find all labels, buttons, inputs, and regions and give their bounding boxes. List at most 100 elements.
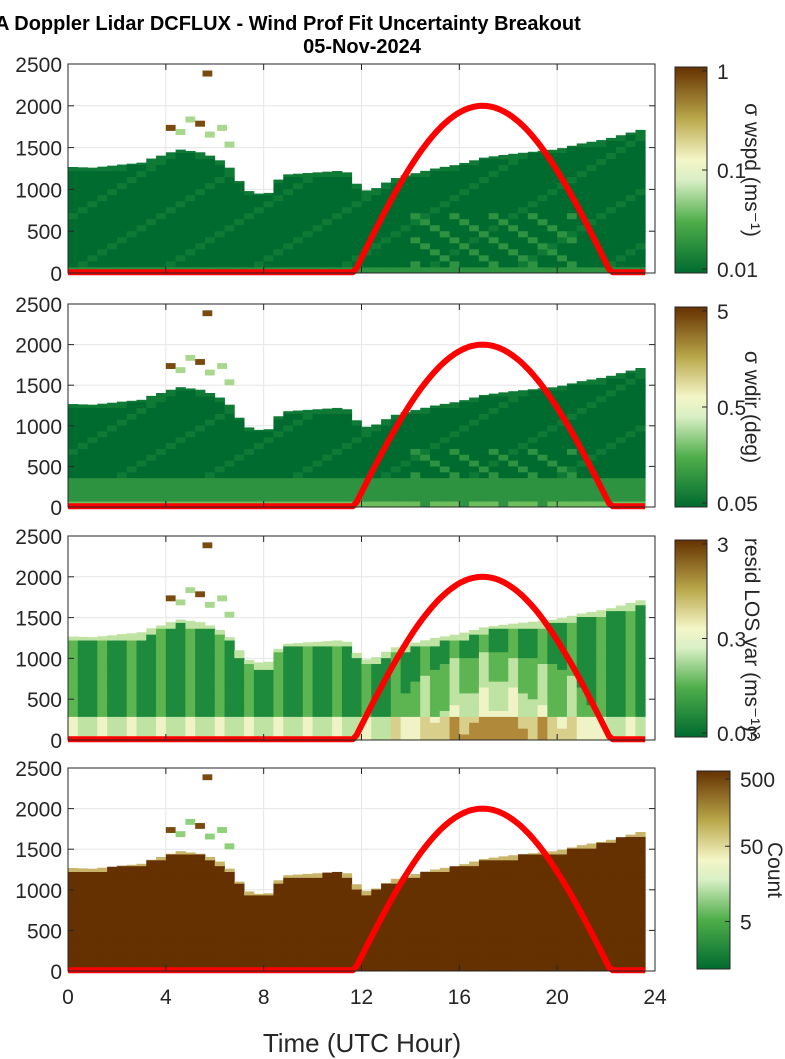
heatmap-cell xyxy=(547,675,558,682)
heatmap-cell xyxy=(322,236,333,244)
heatmap-cell xyxy=(596,842,607,849)
heatmap-cell xyxy=(214,651,225,659)
heatmap-cell xyxy=(165,448,177,455)
heatmap-cell xyxy=(204,687,216,694)
heatmap-cell xyxy=(204,158,216,166)
heatmap-cell xyxy=(439,941,450,949)
heatmap-cell xyxy=(87,889,98,896)
heatmap-cell xyxy=(332,176,343,184)
heatmap-cell xyxy=(469,471,480,479)
heatmap-cell xyxy=(156,900,167,908)
heatmap-cell xyxy=(557,460,568,467)
heatmap-cell xyxy=(293,442,304,449)
heatmap-cell xyxy=(459,242,470,250)
heatmap-cell xyxy=(537,230,548,238)
heatmap-cell xyxy=(625,669,636,676)
heatmap-cell xyxy=(204,401,216,409)
heatmap-cell xyxy=(390,906,402,913)
heatmap-cell xyxy=(136,681,147,688)
heatmap-cell xyxy=(146,254,157,262)
heatmap-cell xyxy=(165,401,177,409)
heatmap-cell xyxy=(488,894,499,902)
heatmap-cell xyxy=(244,427,255,432)
heatmap-cell xyxy=(449,471,460,479)
heatmap-cell xyxy=(156,865,167,873)
heatmap-cell xyxy=(371,657,382,659)
heatmap-cell xyxy=(175,900,186,908)
heatmap-cell xyxy=(312,409,323,414)
heatmap-cell xyxy=(537,401,548,409)
heatmap-cell xyxy=(615,158,627,166)
heatmap-cell xyxy=(518,681,529,688)
heatmap-cell xyxy=(449,728,460,735)
heatmap-cell xyxy=(68,728,79,735)
heatmap-cell xyxy=(478,877,490,884)
heatmap-cell xyxy=(420,425,431,432)
heatmap-cell xyxy=(273,430,284,438)
heatmap-cell xyxy=(508,692,519,700)
heatmap-cell xyxy=(615,722,627,729)
heatmap-cell xyxy=(312,236,323,244)
heatmap-cell xyxy=(185,675,196,682)
heatmap-cell xyxy=(87,436,98,444)
heatmap-cell xyxy=(449,953,460,960)
heatmap-cell xyxy=(439,260,450,268)
heatmap-cell xyxy=(136,692,147,700)
heatmap-cell xyxy=(234,448,245,455)
heatmap-cell xyxy=(508,722,519,729)
heatmap-cell xyxy=(566,847,578,849)
heatmap-cell xyxy=(625,384,636,391)
heatmap-cell xyxy=(400,442,411,449)
heatmap-cell xyxy=(126,663,137,670)
heatmap-cell xyxy=(107,442,118,449)
heatmap-cell xyxy=(165,170,177,178)
heatmap-cell xyxy=(469,501,480,508)
heatmap-cell xyxy=(332,248,343,256)
heatmap-cell xyxy=(87,495,98,502)
heatmap-cell xyxy=(469,924,480,931)
heatmap-cell xyxy=(586,843,597,849)
heatmap-cell xyxy=(293,698,304,706)
heatmap-cell xyxy=(410,218,421,226)
heatmap-cell xyxy=(498,212,509,220)
heatmap-cell xyxy=(420,657,431,665)
heatmap-cell xyxy=(488,626,499,629)
heatmap-cell xyxy=(156,959,167,966)
heatmap-cell xyxy=(527,395,538,403)
heatmap-cell xyxy=(126,953,137,960)
heatmap-cell xyxy=(537,634,548,641)
heatmap-cell xyxy=(136,419,147,426)
heatmap-cell xyxy=(273,179,284,184)
heatmap-cell xyxy=(283,489,294,496)
heatmap-cell xyxy=(116,640,128,647)
heatmap-cell xyxy=(175,687,186,694)
heatmap-cell xyxy=(615,254,627,262)
heatmap-cell xyxy=(606,236,617,244)
heatmap-cell xyxy=(293,436,304,444)
heatmap-cell xyxy=(381,959,392,966)
heatmap-cell xyxy=(126,466,137,473)
heatmap-cell xyxy=(68,692,79,700)
heatmap-cell xyxy=(488,930,499,937)
heatmap-cell xyxy=(195,164,206,172)
heatmap-cell xyxy=(322,471,333,479)
heatmap-cell xyxy=(77,224,88,232)
heatmap-cell xyxy=(537,859,548,867)
heatmap-cell xyxy=(439,495,450,502)
heatmap-cell xyxy=(175,395,186,403)
heatmap-cell xyxy=(195,959,206,966)
heatmap-cell xyxy=(273,947,284,954)
heatmap-cell xyxy=(87,477,98,485)
heatmap-cell xyxy=(527,230,538,238)
heatmap-cell xyxy=(625,370,636,373)
heatmap-cell xyxy=(165,894,177,902)
heatmap-cell xyxy=(469,170,480,178)
heatmap-cell xyxy=(488,947,499,954)
heatmap-cell xyxy=(244,687,255,694)
heatmap-cell xyxy=(390,692,402,700)
heatmap-cell xyxy=(175,206,186,214)
heatmap-cell xyxy=(214,728,225,735)
heatmap-cell xyxy=(537,224,548,232)
heatmap-cell xyxy=(165,595,176,602)
colorbar-label: Count xyxy=(763,842,785,898)
